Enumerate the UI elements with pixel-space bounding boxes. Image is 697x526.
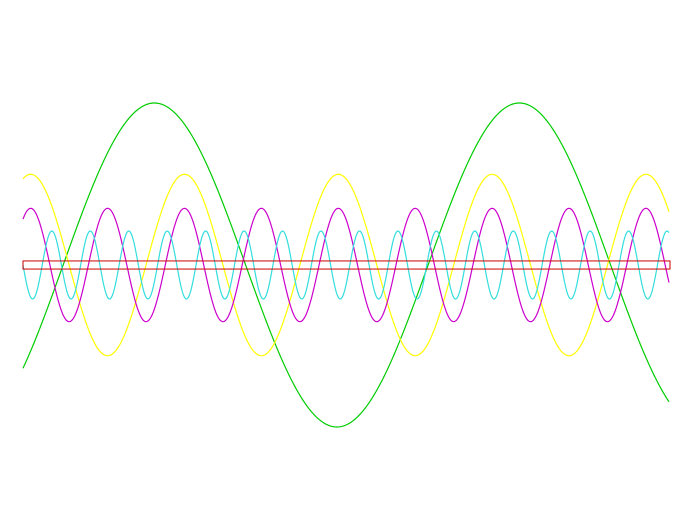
baseline-band bbox=[22, 260, 671, 270]
series-line-green bbox=[22, 102, 670, 428]
series-line-yellow bbox=[22, 173, 670, 357]
series-line-magenta bbox=[22, 207, 670, 323]
series-line-cyan bbox=[22, 230, 670, 300]
series-layer bbox=[22, 102, 670, 428]
